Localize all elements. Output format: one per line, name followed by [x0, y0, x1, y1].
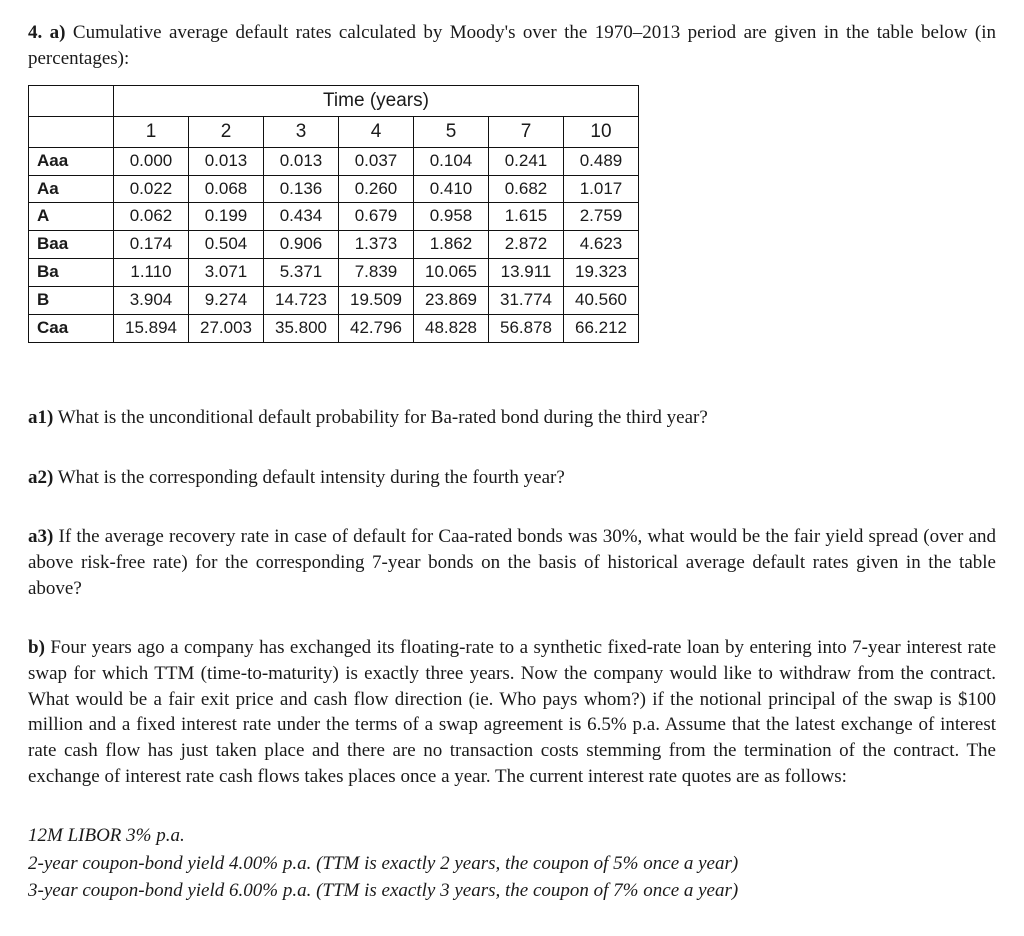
rating-cell: Ba: [29, 259, 114, 287]
value-cell: 66.212: [564, 315, 639, 343]
value-cell: 42.796: [339, 315, 414, 343]
year-head: 3: [264, 116, 339, 147]
value-cell: 5.371: [264, 259, 339, 287]
value-cell: 0.679: [339, 203, 414, 231]
year-head: 5: [414, 116, 489, 147]
value-cell: 3.071: [189, 259, 264, 287]
question-a1: a1) What is the unconditional default pr…: [28, 405, 996, 431]
value-cell: 0.241: [489, 147, 564, 175]
value-cell: 0.174: [114, 231, 189, 259]
value-cell: 1.373: [339, 231, 414, 259]
value-cell: 0.434: [264, 203, 339, 231]
value-cell: 13.911: [489, 259, 564, 287]
value-cell: 0.136: [264, 175, 339, 203]
year-head: 10: [564, 116, 639, 147]
value-cell: 56.878: [489, 315, 564, 343]
a3-text: If the average recovery rate in case of …: [28, 526, 996, 598]
year-header-row: 1 2 3 4 5 7 10: [29, 116, 639, 147]
value-cell: 0.013: [264, 147, 339, 175]
table-row: Ba1.1103.0715.3717.83910.06513.91119.323: [29, 259, 639, 287]
value-cell: 0.199: [189, 203, 264, 231]
value-cell: 35.800: [264, 315, 339, 343]
quote-line-1: 12M LIBOR 3% p.a.: [28, 823, 996, 849]
intro-text: Cumulative average default rates calcula…: [28, 22, 996, 69]
value-cell: 40.560: [564, 287, 639, 315]
value-cell: 0.000: [114, 147, 189, 175]
rating-cell: Aa: [29, 175, 114, 203]
intro-paragraph: 4. a) Cumulative average default rates c…: [28, 20, 996, 71]
table-row: A0.0620.1990.4340.6790.9581.6152.759: [29, 203, 639, 231]
value-cell: 19.323: [564, 259, 639, 287]
a2-label: a2): [28, 467, 53, 488]
b-label: b): [28, 637, 45, 658]
rating-cell: B: [29, 287, 114, 315]
intro-label: 4. a): [28, 22, 66, 43]
value-cell: 3.904: [114, 287, 189, 315]
year-head: 2: [189, 116, 264, 147]
value-cell: 0.489: [564, 147, 639, 175]
default-rates-table: Time (years) 1 2 3 4 5 7 10 Aaa0.0000.01…: [28, 85, 639, 343]
quote-line-2: 2-year coupon-bond yield 4.00% p.a. (TTM…: [28, 851, 996, 877]
value-cell: 1.110: [114, 259, 189, 287]
value-cell: 0.260: [339, 175, 414, 203]
value-cell: 14.723: [264, 287, 339, 315]
value-cell: 23.869: [414, 287, 489, 315]
rating-cell: Aaa: [29, 147, 114, 175]
b-text: Four years ago a company has exchanged i…: [28, 637, 996, 786]
table-row: B3.9049.27414.72319.50923.86931.77440.56…: [29, 287, 639, 315]
year-head: 4: [339, 116, 414, 147]
value-cell: 0.037: [339, 147, 414, 175]
a1-label: a1): [28, 407, 53, 428]
value-cell: 10.065: [414, 259, 489, 287]
a1-text: What is the unconditional default probab…: [53, 407, 707, 428]
quote-line-3: 3-year coupon-bond yield 6.00% p.a. (TTM…: [28, 878, 996, 904]
value-cell: 0.504: [189, 231, 264, 259]
year-head: 7: [489, 116, 564, 147]
table-corner-blank: [29, 86, 114, 117]
table-row: Aa0.0220.0680.1360.2600.4100.6821.017: [29, 175, 639, 203]
table-row: Aaa0.0000.0130.0130.0370.1040.2410.489: [29, 147, 639, 175]
value-cell: 0.022: [114, 175, 189, 203]
year-head: 1: [114, 116, 189, 147]
value-cell: 0.682: [489, 175, 564, 203]
value-cell: 7.839: [339, 259, 414, 287]
value-cell: 1.017: [564, 175, 639, 203]
value-cell: 0.062: [114, 203, 189, 231]
value-cell: 31.774: [489, 287, 564, 315]
time-header: Time (years): [114, 86, 639, 117]
value-cell: 9.274: [189, 287, 264, 315]
rating-cell: Baa: [29, 231, 114, 259]
a3-label: a3): [28, 526, 53, 547]
value-cell: 19.509: [339, 287, 414, 315]
value-cell: 0.958: [414, 203, 489, 231]
value-cell: 0.410: [414, 175, 489, 203]
value-cell: 27.003: [189, 315, 264, 343]
header-blank: [29, 116, 114, 147]
value-cell: 2.759: [564, 203, 639, 231]
rating-cell: A: [29, 203, 114, 231]
value-cell: 2.872: [489, 231, 564, 259]
value-cell: 15.894: [114, 315, 189, 343]
rating-cell: Caa: [29, 315, 114, 343]
value-cell: 0.906: [264, 231, 339, 259]
question-a3: a3) If the average recovery rate in case…: [28, 524, 996, 601]
question-a2: a2) What is the corresponding default in…: [28, 465, 996, 491]
a2-text: What is the corresponding default intens…: [53, 467, 564, 488]
value-cell: 1.615: [489, 203, 564, 231]
value-cell: 0.013: [189, 147, 264, 175]
value-cell: 1.862: [414, 231, 489, 259]
value-cell: 0.068: [189, 175, 264, 203]
value-cell: 48.828: [414, 315, 489, 343]
table-row: Baa0.1740.5040.9061.3731.8622.8724.623: [29, 231, 639, 259]
value-cell: 4.623: [564, 231, 639, 259]
value-cell: 0.104: [414, 147, 489, 175]
table-row: Caa15.89427.00335.80042.79648.82856.8786…: [29, 315, 639, 343]
question-b: b) Four years ago a company has exchange…: [28, 635, 996, 789]
